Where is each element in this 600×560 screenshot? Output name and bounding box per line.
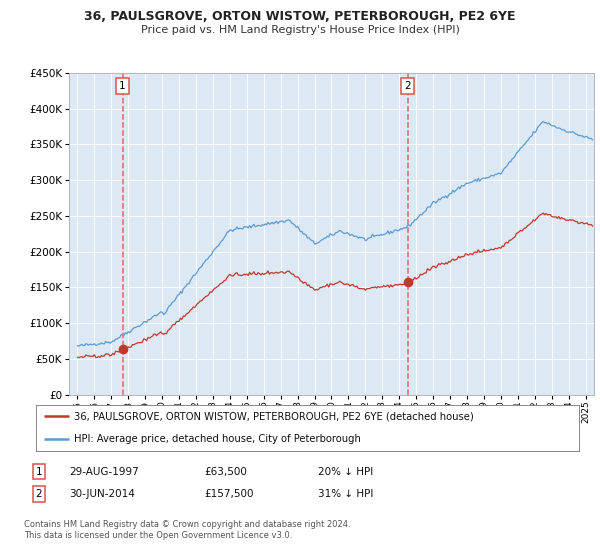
Text: 1: 1 xyxy=(35,466,43,477)
Text: 1: 1 xyxy=(119,81,126,91)
Text: This data is licensed under the Open Government Licence v3.0.: This data is licensed under the Open Gov… xyxy=(24,531,292,540)
Text: HPI: Average price, detached house, City of Peterborough: HPI: Average price, detached house, City… xyxy=(74,435,361,444)
Text: Contains HM Land Registry data © Crown copyright and database right 2024.: Contains HM Land Registry data © Crown c… xyxy=(24,520,350,529)
Text: 31% ↓ HPI: 31% ↓ HPI xyxy=(318,489,373,499)
Text: 36, PAULSGROVE, ORTON WISTOW, PETERBOROUGH, PE2 6YE (detached house): 36, PAULSGROVE, ORTON WISTOW, PETERBOROU… xyxy=(74,412,474,421)
Text: 2: 2 xyxy=(404,81,411,91)
Text: 20% ↓ HPI: 20% ↓ HPI xyxy=(318,466,373,477)
Text: 29-AUG-1997: 29-AUG-1997 xyxy=(69,466,139,477)
Text: £157,500: £157,500 xyxy=(204,489,254,499)
Text: 2: 2 xyxy=(35,489,43,499)
Text: £63,500: £63,500 xyxy=(204,466,247,477)
Text: 36, PAULSGROVE, ORTON WISTOW, PETERBOROUGH, PE2 6YE: 36, PAULSGROVE, ORTON WISTOW, PETERBOROU… xyxy=(84,10,516,23)
Text: 30-JUN-2014: 30-JUN-2014 xyxy=(69,489,135,499)
Text: Price paid vs. HM Land Registry's House Price Index (HPI): Price paid vs. HM Land Registry's House … xyxy=(140,25,460,35)
